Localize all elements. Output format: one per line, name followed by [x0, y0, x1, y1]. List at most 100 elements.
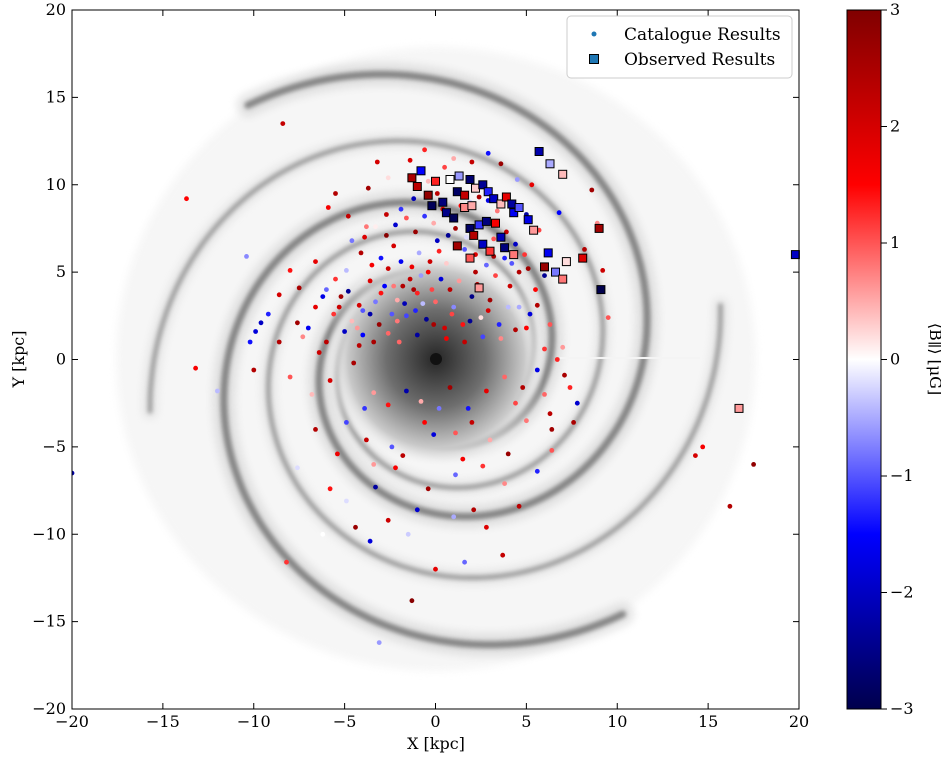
catalogue-point [549, 427, 555, 432]
catalogue-point [393, 222, 398, 228]
catalogue-point [345, 213, 351, 219]
catalogue-point [460, 456, 466, 462]
observed-point [496, 232, 506, 242]
catalogue-point [431, 322, 437, 327]
catalogue-point [376, 322, 382, 327]
catalogue-point [351, 360, 357, 366]
catalogue-point [296, 285, 302, 291]
observed-point [423, 190, 433, 200]
catalogue-point [693, 453, 698, 458]
catalogue-point [420, 301, 426, 306]
catalogue-point [453, 430, 458, 436]
catalogue-point [295, 320, 300, 326]
catalogue-point [436, 406, 442, 411]
catalogue-point [502, 481, 507, 486]
observed-point [534, 147, 544, 156]
catalogue-point [438, 276, 444, 282]
catalogue-point [413, 229, 418, 235]
catalogue-point [427, 259, 433, 264]
catalogue-point [393, 465, 398, 471]
legend-label-catalogue: Catalogue Results [624, 25, 781, 45]
catalogue-point [516, 269, 522, 275]
observed-point [509, 250, 519, 260]
catalogue-point [560, 344, 566, 350]
catalogue-point [247, 339, 253, 345]
catalogue-point [498, 161, 504, 167]
catalogue-point [534, 468, 540, 474]
catalogue-point [447, 287, 453, 292]
y-tick-label: 0 [56, 350, 66, 369]
catalogue-point [362, 406, 367, 411]
catalogue-point [309, 392, 315, 397]
catalogue-point [320, 531, 326, 537]
catalogue-point [513, 327, 518, 333]
catalogue-point [389, 444, 395, 450]
catalogue-point [529, 182, 535, 188]
catalogue-point [374, 159, 380, 165]
catalogue-point [364, 437, 369, 443]
observed-point [543, 248, 553, 258]
observed-point [523, 215, 533, 225]
catalogue-point [422, 147, 427, 153]
catalogue-point [502, 374, 507, 380]
catalogue-point [385, 330, 391, 336]
catalogue-point [556, 210, 562, 216]
catalogue-point [391, 283, 397, 289]
catalogue-point [313, 304, 318, 310]
colorbar-gradient [846, 9, 882, 710]
catalogue-point [456, 278, 462, 284]
catalogue-point [505, 451, 511, 457]
y-ticks: −20 −15 −10 −5 0 5 10 15 20 [32, 0, 799, 718]
catalogue-point [396, 339, 402, 345]
x-tick-label: 20 [789, 712, 809, 731]
legend-label-observed: Observed Results [624, 50, 775, 70]
catalogue-point [373, 224, 378, 230]
catalogue-point [416, 250, 422, 256]
catalogue-point [327, 486, 333, 492]
catalogue-point [284, 559, 289, 565]
x-tick-label: −5 [333, 712, 357, 731]
catalogue-point [398, 206, 404, 212]
catalogue-point [353, 524, 358, 530]
x-tick-label: 5 [521, 712, 531, 731]
catalogue-point [533, 287, 538, 292]
catalogue-point [424, 316, 429, 322]
catalogue-point [391, 243, 397, 249]
catalogue-point [360, 332, 366, 338]
catalogue-point [404, 313, 409, 319]
catalogue-point [411, 196, 417, 202]
catalogue-point [422, 213, 427, 219]
catalogue-point [442, 325, 447, 331]
catalogue-point [331, 311, 337, 317]
catalogue-point [469, 420, 475, 425]
catalogue-point [554, 357, 560, 362]
observed-point [416, 166, 426, 176]
x-tick-label: 15 [698, 712, 718, 731]
catalogue-point [313, 427, 318, 432]
catalogue-point [471, 507, 477, 513]
observed-point [529, 225, 539, 235]
catalogue-point [700, 444, 706, 450]
catalogue-point [358, 250, 364, 256]
catalogue-point [72, 470, 75, 476]
galactic-center [430, 353, 442, 365]
catalogue-point [367, 538, 373, 544]
catalogue-point [389, 311, 395, 317]
x-tick-label: 10 [607, 712, 627, 731]
catalogue-point [425, 178, 431, 184]
catalogue-point [354, 325, 360, 331]
catalogue-point [727, 503, 733, 509]
catalogue-point [400, 453, 406, 458]
catalogue-point [487, 437, 493, 443]
observed-point [545, 159, 555, 169]
observed-point [551, 267, 560, 277]
catalogue-point [422, 420, 427, 425]
catalogue-point [384, 233, 389, 238]
catalogue-point [316, 350, 322, 355]
catalogue-point [349, 238, 355, 244]
catalogue-point [442, 164, 447, 170]
x-tick-label: −15 [146, 712, 180, 731]
y-tick-label: −15 [32, 612, 66, 631]
x-tick-label: 0 [430, 712, 440, 731]
observed-point [501, 192, 511, 202]
